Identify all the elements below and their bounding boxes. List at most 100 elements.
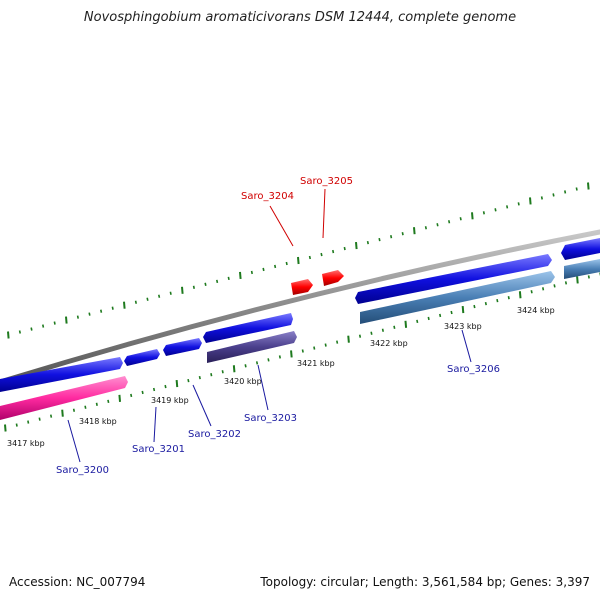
lower-track-minor-tick bbox=[336, 340, 339, 344]
lower-track-minor-tick bbox=[255, 361, 259, 365]
leader-line-saro-3204 bbox=[269, 205, 294, 247]
upper-track-minor-tick bbox=[285, 261, 288, 266]
lower-track-major-tick bbox=[175, 379, 179, 388]
upper-track-minor-tick bbox=[250, 270, 253, 275]
upper-track-minor-tick bbox=[448, 220, 451, 224]
lower-track-minor-tick bbox=[358, 334, 362, 338]
upper-track-minor-tick bbox=[274, 264, 277, 269]
leader-line-saro-3202 bbox=[192, 384, 212, 427]
upper-track-minor-tick bbox=[517, 202, 520, 206]
upper-track-major-tick bbox=[529, 197, 532, 205]
upper-track-minor-tick bbox=[540, 196, 543, 200]
gene-arrow-saro-3200[interactable] bbox=[0, 376, 128, 420]
upper-track-minor-tick bbox=[390, 235, 393, 239]
leader-lines bbox=[67, 188, 472, 463]
leader-line-saro-3203 bbox=[257, 364, 269, 411]
upper-track-minor-tick bbox=[401, 232, 404, 236]
gene-arrow-saro-3201[interactable] bbox=[124, 349, 160, 366]
lower-track-major-tick bbox=[232, 365, 236, 373]
upper-track-minor-tick bbox=[134, 300, 137, 304]
tick-label-3420: 3420 kbp bbox=[224, 377, 262, 386]
tick-label-3424: 3424 kbp bbox=[517, 306, 555, 315]
upper-track-minor-tick bbox=[482, 211, 485, 215]
lower-track-major-tick bbox=[518, 291, 522, 299]
lower-track-minor-tick bbox=[141, 390, 144, 395]
gene-arrow-saro-3203-forward[interactable] bbox=[203, 313, 293, 343]
tick-label-3418: 3418 kbp bbox=[79, 417, 117, 426]
lower-track-minor-tick bbox=[427, 316, 430, 321]
accession-text: Accession: NC_007794 bbox=[9, 575, 146, 589]
lower-track-minor-tick bbox=[370, 331, 373, 335]
gene-label-saro-3206[interactable]: Saro_3206 bbox=[447, 364, 500, 375]
upper-track-minor-tick bbox=[343, 246, 346, 251]
upper-track-minor-tick bbox=[227, 276, 230, 281]
lower-track-minor-tick bbox=[84, 405, 87, 409]
leader-line-saro-3205 bbox=[322, 188, 326, 239]
gene-arrow-saro-3200-forward[interactable] bbox=[0, 357, 123, 392]
upper-track-minor-tick bbox=[262, 267, 265, 272]
upper-track-minor-tick bbox=[564, 190, 567, 194]
lower-track-minor-tick bbox=[496, 298, 499, 303]
lower-track-minor-tick bbox=[542, 287, 545, 291]
lower-track-minor-tick bbox=[313, 346, 316, 350]
gene-label-saro-3205[interactable]: Saro_3205 bbox=[300, 176, 353, 187]
upper-track-minor-tick bbox=[308, 255, 311, 260]
leader-line-saro-3200 bbox=[67, 419, 81, 463]
lower-track-minor-tick bbox=[107, 399, 110, 404]
upper-track-major-tick bbox=[239, 271, 242, 279]
lower-track-minor-tick bbox=[38, 417, 41, 421]
lower-track-major-tick bbox=[290, 350, 293, 358]
gene-arrow-right-edge-reverse[interactable] bbox=[564, 259, 600, 279]
lower-track-major-tick bbox=[4, 424, 7, 432]
upper-track-minor-tick bbox=[494, 208, 497, 212]
leader-line-saro-3201 bbox=[153, 406, 157, 443]
upper-track-minor-tick bbox=[378, 237, 381, 242]
lower-track-major-tick bbox=[576, 276, 579, 284]
lower-track-minor-tick bbox=[72, 408, 76, 412]
upper-track-minor-tick bbox=[424, 226, 427, 230]
gene-arrow-saro-3206[interactable] bbox=[360, 271, 555, 324]
lower-track-major-tick bbox=[61, 409, 64, 417]
lower-track-minor-tick bbox=[210, 373, 213, 377]
gene-arrow-right-edge-forward[interactable] bbox=[561, 238, 600, 260]
gene-label-saro-3203[interactable]: Saro_3203 bbox=[244, 413, 297, 424]
gene-arrow-saro-3203[interactable] bbox=[207, 331, 297, 363]
lower-track-minor-tick bbox=[187, 378, 190, 383]
gene-arrow-saro-3206-forward[interactable] bbox=[355, 254, 552, 304]
gene-label-saro-3202[interactable]: Saro_3202 bbox=[188, 429, 241, 440]
upper-track-minor-tick bbox=[158, 294, 161, 298]
lower-track-minor-tick bbox=[473, 304, 476, 309]
gene-arrow-saro-3204[interactable] bbox=[291, 279, 313, 295]
upper-track-minor-tick bbox=[100, 309, 103, 313]
upper-track-minor-tick bbox=[76, 315, 79, 319]
gene-label-saro-3204[interactable]: Saro_3204 bbox=[241, 191, 294, 202]
upper-track-minor-tick bbox=[506, 205, 509, 209]
lower-track-minor-tick bbox=[95, 402, 98, 406]
lower-track-minor-tick bbox=[553, 284, 556, 288]
lower-track-minor-tick bbox=[564, 281, 568, 285]
upper-track-minor-tick bbox=[30, 327, 33, 331]
lower-track-minor-tick bbox=[484, 301, 487, 306]
upper-track-minor-tick bbox=[192, 285, 195, 289]
gene-arrow-saro-3205[interactable] bbox=[322, 270, 344, 286]
gene-label-saro-3200[interactable]: Saro_3200 bbox=[56, 465, 109, 476]
upper-track-minor-tick bbox=[169, 291, 172, 295]
lower-track-minor-tick bbox=[49, 414, 53, 418]
tick-label-3423: 3423 kbp bbox=[444, 322, 482, 331]
lower-track-minor-tick bbox=[324, 343, 327, 347]
lower-track-minor-tick bbox=[221, 370, 224, 374]
upper-track-major-tick bbox=[297, 256, 300, 265]
upper-track-major-tick bbox=[587, 182, 590, 190]
tick-label-3419: 3419 kbp bbox=[151, 396, 189, 405]
lower-track-major-tick bbox=[461, 305, 465, 314]
gene-label-saro-3201[interactable]: Saro_3201 bbox=[132, 444, 185, 455]
genome-summary-text: Topology: circular; Length: 3,561,584 bp… bbox=[260, 575, 590, 589]
genome-backbone bbox=[0, 229, 600, 385]
leader-line-saro-3206 bbox=[461, 329, 472, 363]
lower-track-minor-tick bbox=[244, 364, 247, 368]
lower-track-minor-tick bbox=[587, 275, 590, 279]
gene-arrow-saro-3202[interactable] bbox=[163, 338, 202, 356]
upper-track-minor-tick bbox=[320, 252, 323, 257]
lower-track-major-tick bbox=[347, 335, 350, 343]
upper-tick-track bbox=[7, 182, 590, 339]
